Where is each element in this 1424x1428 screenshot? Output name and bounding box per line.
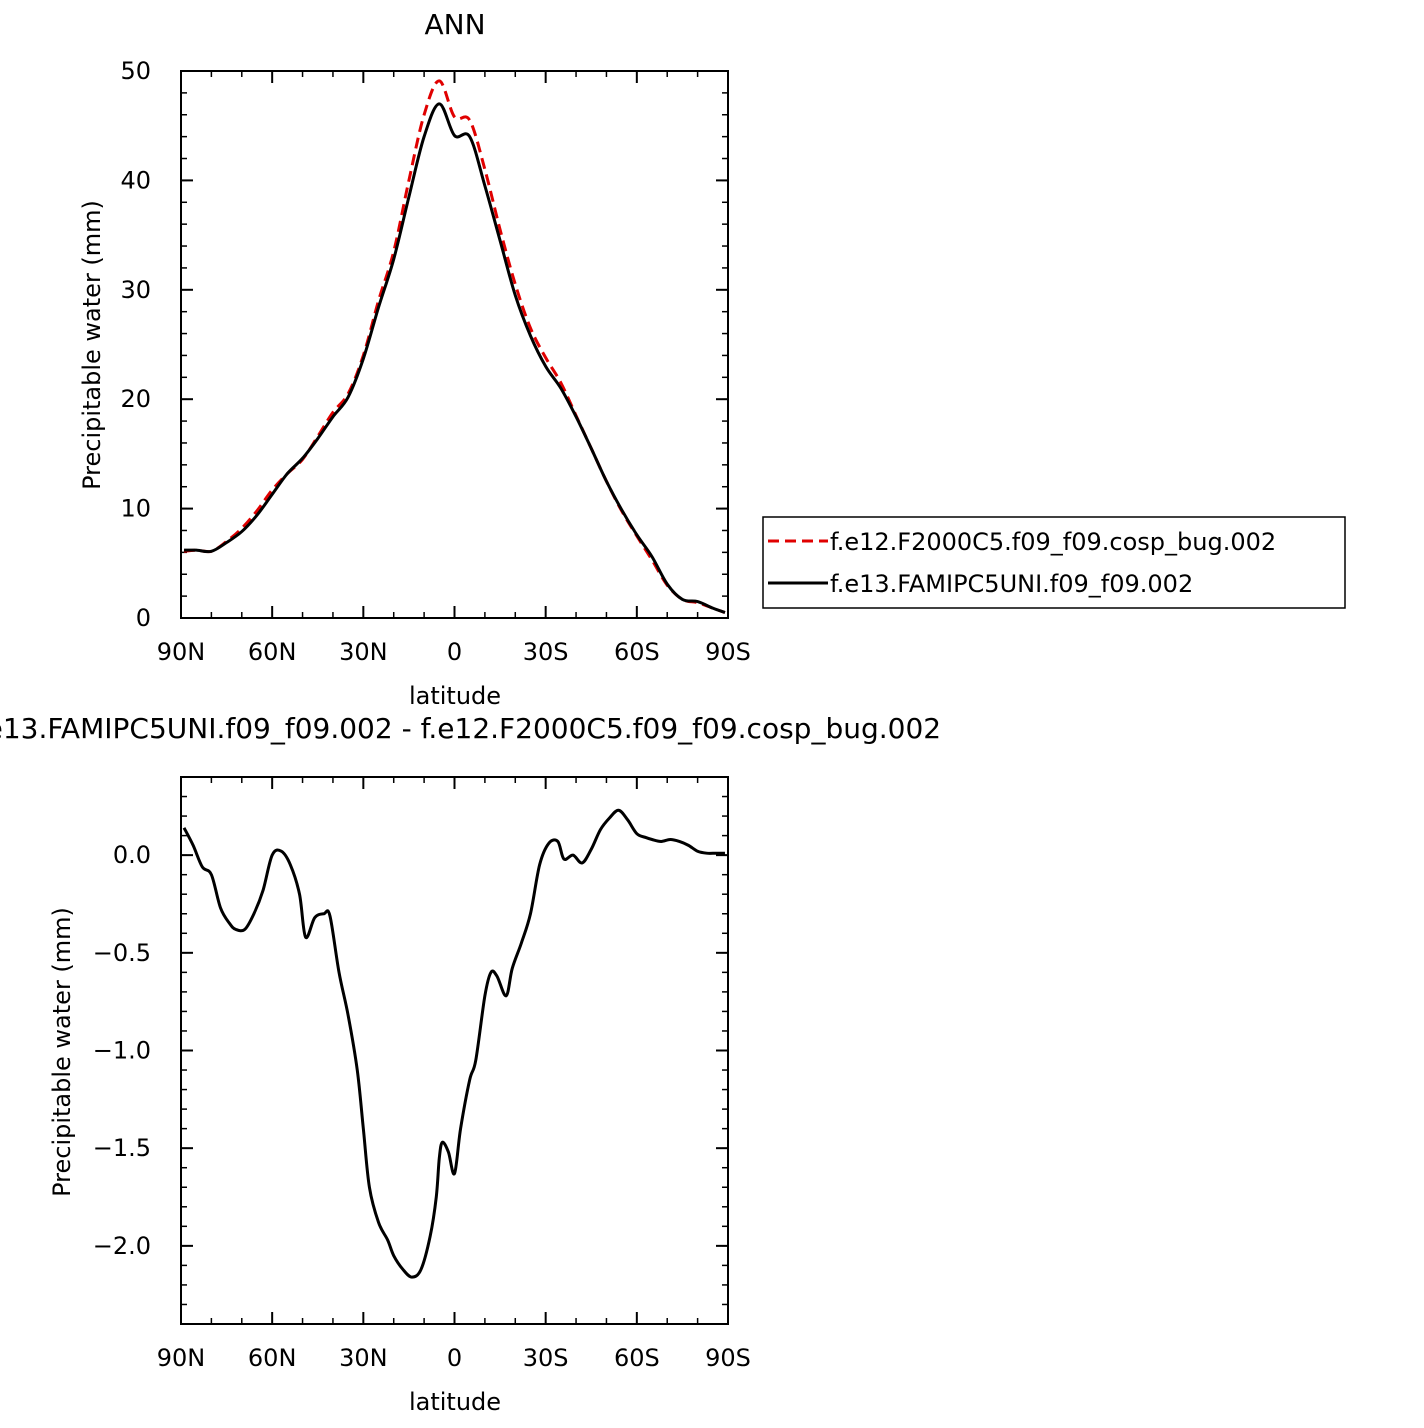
top-chart-y-axis-title: Precipitable water (mm): [78, 200, 106, 490]
top-chart-y-tick-label: 10: [120, 495, 151, 523]
bottom-chart: f.e13.FAMIPC5UNI.f09_f09.002 - f.e12.F20…: [0, 712, 941, 1416]
top-chart-y-tick-label: 40: [120, 166, 151, 194]
top-chart-y-tick-label: 30: [120, 276, 151, 304]
legend-entry-2: f.e13.FAMIPC5UNI.f09_f09.002: [830, 570, 1193, 598]
legend: f.e12.F2000C5.f09_f09.cosp_bug.002 f.e13…: [762, 516, 1346, 609]
top-chart-title: ANN: [424, 8, 485, 41]
bottom-chart-y-tick-label: −1.5: [93, 1134, 151, 1162]
legend-box: [762, 516, 1346, 609]
top-chart-y-tick-label: 50: [120, 57, 151, 85]
bottom-chart-lines: [182, 808, 725, 1279]
bottom-chart-plot-frame: [180, 776, 729, 1325]
top-chart-plot-frame: [180, 70, 729, 619]
bottom-chart-y-tick-label: 0.0: [113, 841, 151, 869]
top-chart-series-line-1: [183, 79, 726, 614]
top-chart-ticks: 90N 60N 30N 0 30S 60S 90S 0 10 20 30 40 50: [120, 57, 750, 666]
bottom-chart-x-tick-label: 30N: [339, 1344, 388, 1372]
legend-entry-1: f.e12.F2000C5.f09_f09.cosp_bug.002: [830, 528, 1276, 556]
top-chart-series-line-2: [184, 102, 726, 614]
bottom-chart-y-tick-label: −1.0: [93, 1037, 151, 1065]
bottom-chart-y-tick-label: −0.5: [93, 939, 151, 967]
top-chart-y-tick-label: 0: [136, 604, 151, 632]
top-chart-x-tick-label: 60N: [248, 638, 297, 666]
bottom-chart-y-tick-label: −2.0: [93, 1232, 151, 1260]
bottom-chart-x-tick-label: 60S: [614, 1344, 660, 1372]
top-chart-x-tick-label: 90S: [705, 638, 751, 666]
bottom-chart-x-axis-title: latitude: [409, 1388, 501, 1416]
bottom-chart-x-tick-label: 60N: [248, 1344, 297, 1372]
bottom-chart-y-axis-title: Precipitable water (mm): [48, 907, 76, 1197]
top-chart-lines: [183, 79, 726, 614]
top-chart: ANN Precipitable water (mm) latitude 90N…: [78, 8, 1346, 710]
bottom-chart-title: f.e13.FAMIPC5UNI.f09_f09.002 - f.e12.F20…: [0, 712, 941, 745]
bottom-chart-ticks: 90N 60N 30N 0 30S 60S 90S 0.0 −0.5 −1.0 −1.5 −2.0: [93, 776, 751, 1372]
top-chart-x-tick-label: 30N: [339, 638, 388, 666]
top-chart-x-tick-label: 90N: [157, 638, 206, 666]
top-chart-y-tick-label: 20: [120, 385, 151, 413]
top-chart-x-tick-label: 30S: [523, 638, 569, 666]
top-chart-x-tick-label: 0: [447, 638, 462, 666]
bottom-chart-x-tick-label: 0: [447, 1344, 462, 1372]
bottom-chart-x-tick-label: 30S: [523, 1344, 569, 1372]
bottom-chart-x-tick-label: 90N: [157, 1344, 206, 1372]
bottom-chart-x-tick-label: 90S: [705, 1344, 751, 1372]
bottom-chart-series-line-1: [182, 808, 725, 1279]
top-chart-x-axis-title: latitude: [409, 682, 501, 710]
top-chart-x-tick-label: 60S: [614, 638, 660, 666]
